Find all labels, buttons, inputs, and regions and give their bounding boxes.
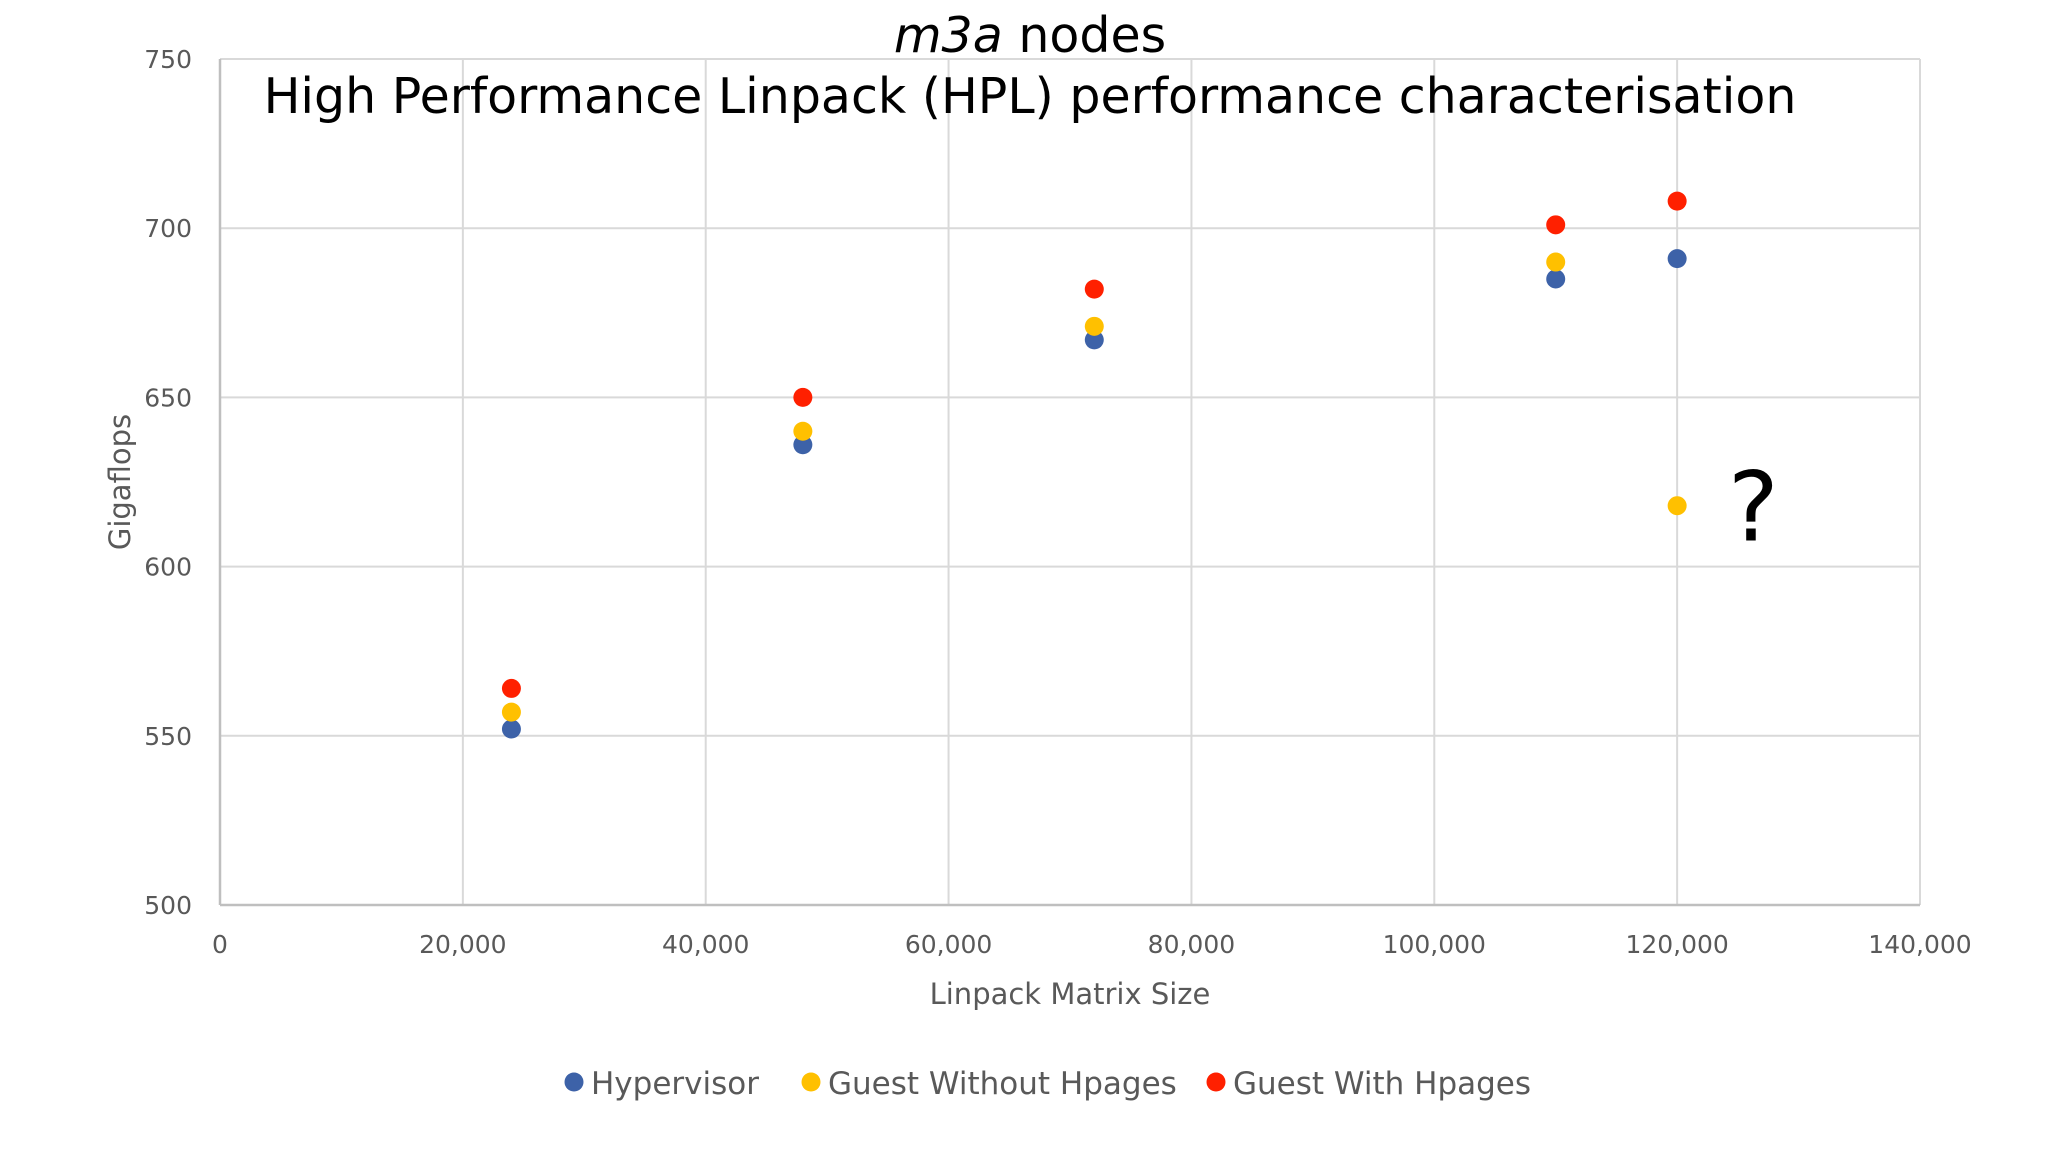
legend-marker <box>1206 1072 1226 1092</box>
y-axis-title: Gigaflops <box>103 414 137 550</box>
x-tick-label: 0 <box>212 930 228 959</box>
y-tick-label: 700 <box>144 214 192 243</box>
data-point <box>1084 279 1104 299</box>
data-point <box>1667 496 1687 516</box>
x-tick-label: 60,000 <box>905 930 992 959</box>
data-point <box>1546 215 1566 235</box>
data-point <box>501 702 521 722</box>
data-point <box>501 678 521 698</box>
legend-label: Guest With Hpages <box>1233 1066 1531 1102</box>
legend-marker <box>801 1072 821 1092</box>
x-tick-label: 100,000 <box>1383 930 1486 959</box>
y-tick-label: 600 <box>144 553 192 582</box>
data-points <box>501 191 1687 739</box>
data-point <box>1667 249 1687 269</box>
data-point <box>1084 316 1104 336</box>
data-point <box>1546 269 1566 289</box>
chart-title-italic: m3a <box>894 7 1003 64</box>
chart-subtitle: High Performance Linpack (HPL) performan… <box>264 68 1797 125</box>
series-0 <box>501 249 1687 739</box>
x-tick-label: 140,000 <box>1868 930 1971 959</box>
chart-title: m3a nodes <box>894 7 1166 64</box>
data-point <box>1546 252 1566 272</box>
chart-title-rest: nodes <box>1003 7 1166 64</box>
x-tick-label: 40,000 <box>662 930 749 959</box>
tick-labels: 0 20,000 40,000 60,000 80,000 100,000 120,000 1… <box>144 45 1971 959</box>
data-point <box>793 387 813 407</box>
y-tick-label: 650 <box>144 383 192 412</box>
x-tick-label: 20,000 <box>419 930 506 959</box>
y-tick-label: 500 <box>144 891 192 920</box>
x-axis-title: Linpack Matrix Size <box>930 977 1211 1011</box>
data-point <box>501 719 521 739</box>
y-tick-label: 550 <box>144 722 192 751</box>
data-point <box>1667 191 1687 211</box>
data-point <box>793 421 813 441</box>
x-tick-label: 120,000 <box>1625 930 1728 959</box>
series-2 <box>501 191 1687 698</box>
data-point <box>1084 330 1104 350</box>
legend-marker <box>564 1072 584 1092</box>
axes <box>218 59 1920 907</box>
gridlines <box>220 58 1921 905</box>
x-tick-label: 80,000 <box>1148 930 1235 959</box>
series-1 <box>501 252 1687 722</box>
y-tick-label: 750 <box>144 45 192 74</box>
legend-label: Guest Without Hpages <box>828 1066 1177 1102</box>
legend: Hypervisor Guest Without Hpages Guest With… <box>564 1066 1531 1102</box>
data-point <box>793 435 813 455</box>
question-mark-annotation: ? <box>1728 452 1779 564</box>
legend-label: Hypervisor <box>591 1066 759 1102</box>
